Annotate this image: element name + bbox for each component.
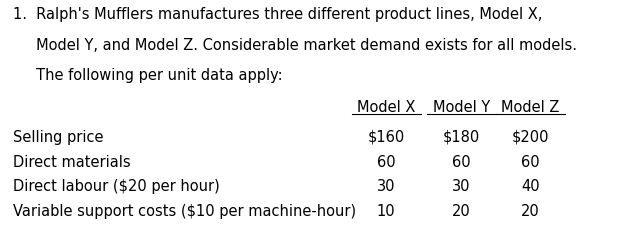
Text: 40: 40 — [521, 178, 540, 193]
Text: Direct labour ($20 per hour): Direct labour ($20 per hour) — [13, 178, 219, 193]
Text: 20: 20 — [521, 203, 540, 218]
Text: Variable support costs ($10 per machine-hour): Variable support costs ($10 per machine-… — [13, 203, 355, 218]
Text: Direct materials: Direct materials — [13, 154, 130, 169]
Text: 1.  Ralph's Mufflers manufactures three different product lines, Model X,: 1. Ralph's Mufflers manufactures three d… — [13, 7, 542, 22]
Text: 60: 60 — [452, 154, 471, 169]
Text: Model Y: Model Y — [433, 100, 490, 115]
Text: 10: 10 — [377, 203, 396, 218]
Text: 60: 60 — [521, 154, 540, 169]
Text: Selling price: Selling price — [13, 129, 103, 144]
Text: $180: $180 — [443, 129, 480, 144]
Text: 20: 20 — [452, 203, 471, 218]
Text: Model Y, and Model Z. Considerable market demand exists for all models.: Model Y, and Model Z. Considerable marke… — [13, 37, 577, 52]
Text: Model Z: Model Z — [502, 100, 560, 115]
Text: Model X: Model X — [357, 100, 415, 115]
Text: 60: 60 — [377, 154, 396, 169]
Text: 30: 30 — [377, 178, 396, 193]
Text: The following per unit data apply:: The following per unit data apply: — [13, 68, 282, 83]
Text: $160: $160 — [367, 129, 405, 144]
Text: $200: $200 — [512, 129, 550, 144]
Text: 30: 30 — [452, 178, 471, 193]
